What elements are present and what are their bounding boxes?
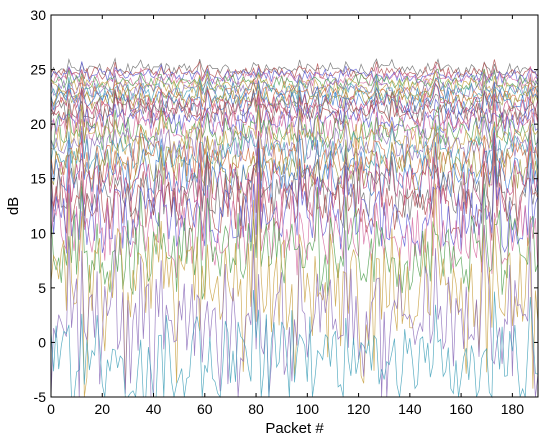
x-tick-label: 0 <box>47 401 55 417</box>
series-layer <box>50 57 539 399</box>
series-line <box>50 89 539 125</box>
x-tick-label: 60 <box>197 401 213 417</box>
series-line <box>50 75 539 103</box>
series-line <box>50 70 539 96</box>
y-tick-label: 25 <box>30 62 46 78</box>
x-tick-label: 120 <box>347 401 371 417</box>
y-tick-label: 0 <box>38 334 46 350</box>
y-tick-label: 30 <box>30 7 46 23</box>
y-axis-title: dB <box>5 197 22 215</box>
y-tick-label: -5 <box>34 389 47 405</box>
series-line <box>50 289 539 399</box>
x-tick-label: 20 <box>94 401 110 417</box>
series-line <box>50 130 539 213</box>
series-line <box>50 104 539 157</box>
series-line <box>50 82 539 119</box>
x-tick-label: 80 <box>248 401 264 417</box>
y-tick-label: 5 <box>38 280 46 296</box>
x-tick-label: 100 <box>296 401 320 417</box>
series-line <box>50 135 539 228</box>
x-tick-label: 160 <box>449 401 473 417</box>
series-line <box>50 80 539 110</box>
series-line <box>50 126 539 183</box>
series-line <box>50 97 539 137</box>
y-tick-label: 10 <box>30 225 46 241</box>
series-line <box>50 157 539 279</box>
series-line <box>50 223 539 398</box>
series-line <box>50 57 539 78</box>
series-line <box>50 104 539 151</box>
x-tick-label: 180 <box>501 401 525 417</box>
series-line <box>50 148 539 256</box>
y-tick-label: 20 <box>30 116 46 132</box>
series-line <box>50 76 539 109</box>
x-axis-title: Packet # <box>265 420 324 437</box>
x-tick-label: 140 <box>398 401 422 417</box>
series-line <box>50 61 539 85</box>
series-line <box>50 96 539 143</box>
y-tick-label: 15 <box>30 171 46 187</box>
series-line <box>50 122 539 195</box>
plot-frame <box>50 14 539 398</box>
x-tick-label: 40 <box>146 401 162 417</box>
